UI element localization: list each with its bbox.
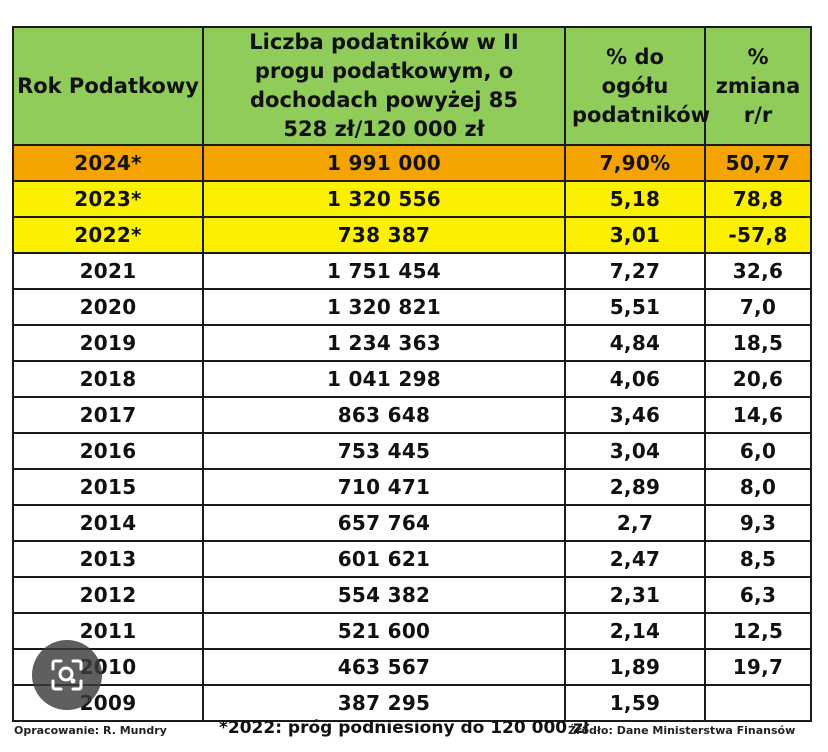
cell-change: 19,7 (704, 648, 812, 686)
footer: Opracowanie: R. Mundry *2022: próg podni… (14, 718, 814, 744)
cell-share: 4,84 (564, 324, 706, 362)
table-row: 2013 601 621 2,47 8,5 (12, 540, 812, 578)
cell-change: 7,0 (704, 288, 812, 326)
cell-share: 2,89 (564, 468, 706, 506)
cell-taxpayer-count: 1 751 454 (202, 252, 566, 290)
cell-year: 2024* (12, 144, 204, 182)
cell-taxpayer-count: 463 567 (202, 648, 566, 686)
footer-source: Źródło: Dane Ministerstwa Finansów (568, 724, 796, 737)
lens-search-icon[interactable] (32, 640, 102, 710)
cell-change: 14,6 (704, 396, 812, 434)
cell-share: 3,46 (564, 396, 706, 434)
table-row: 2010 463 567 1,89 19,7 (12, 648, 812, 686)
cell-year: 2023* (12, 180, 204, 218)
cell-change: 12,5 (704, 612, 812, 650)
cell-year: 2022* (12, 216, 204, 254)
cell-year: 2016 (12, 432, 204, 470)
cell-share: 3,04 (564, 432, 706, 470)
cell-share: 2,31 (564, 576, 706, 614)
header-year: Rok Podatkowy (12, 26, 204, 146)
cell-change: 20,6 (704, 360, 812, 398)
cell-change: 32,6 (704, 252, 812, 290)
cell-taxpayer-count: 863 648 (202, 396, 566, 434)
cell-year: 2021 (12, 252, 204, 290)
table-row: 2017 863 648 3,46 14,6 (12, 396, 812, 434)
table-row: 2020 1 320 821 5,51 7,0 (12, 288, 812, 326)
cell-taxpayer-count: 387 295 (202, 684, 566, 722)
cell-year: 2011 (12, 612, 204, 650)
table-row: 2014 657 764 2,7 9,3 (12, 504, 812, 542)
cell-change: 78,8 (704, 180, 812, 218)
cell-share: 1,89 (564, 648, 706, 686)
cell-share: 1,59 (564, 684, 706, 722)
cell-year: 2017 (12, 396, 204, 434)
table-row: 2021 1 751 454 7,27 32,6 (12, 252, 812, 290)
cell-taxpayer-count: 753 445 (202, 432, 566, 470)
cell-taxpayer-count: 1 234 363 (202, 324, 566, 362)
cell-year: 2013 (12, 540, 204, 578)
cell-share: 7,90% (564, 144, 706, 182)
cell-change: 8,0 (704, 468, 812, 506)
cell-year: 2015 (12, 468, 204, 506)
cell-share: 4,06 (564, 360, 706, 398)
footer-note: *2022: próg podniesiony do 120 000 zł (219, 718, 590, 738)
footer-author: Opracowanie: R. Mundry (14, 724, 167, 737)
cell-taxpayer-count: 1 041 298 (202, 360, 566, 398)
cell-change: 6,0 (704, 432, 812, 470)
table-row: 2018 1 041 298 4,06 20,6 (12, 360, 812, 398)
cell-change: 50,77 (704, 144, 812, 182)
cell-taxpayer-count: 710 471 (202, 468, 566, 506)
cell-year: 2012 (12, 576, 204, 614)
cell-change (704, 684, 812, 722)
cell-year: 2018 (12, 360, 204, 398)
table-row: 2015 710 471 2,89 8,0 (12, 468, 812, 506)
cell-taxpayer-count: 521 600 (202, 612, 566, 650)
cell-share: 5,18 (564, 180, 706, 218)
cell-change: 18,5 (704, 324, 812, 362)
cell-change: 8,5 (704, 540, 812, 578)
table-row: 2019 1 234 363 4,84 18,5 (12, 324, 812, 362)
cell-year: 2019 (12, 324, 204, 362)
table-row: 2012 554 382 2,31 6,3 (12, 576, 812, 614)
cell-taxpayer-count: 1 320 556 (202, 180, 566, 218)
table-header-row: Rok Podatkowy Liczba podatników w II pro… (12, 26, 812, 146)
header-share: % do ogółu podatników (564, 26, 710, 146)
cell-share: 7,27 (564, 252, 706, 290)
lens-icon (51, 659, 83, 691)
cell-share: 2,14 (564, 612, 706, 650)
table-body: 2024* 1 991 000 7,90% 50,77 2023* 1 320 556 5,… (12, 144, 812, 722)
taxpayers-table: Rok Podatkowy Liczba podatników w II pro… (12, 26, 812, 722)
cell-change: 6,3 (704, 576, 812, 614)
cell-taxpayer-count: 554 382 (202, 576, 566, 614)
table-row: 2024* 1 991 000 7,90% 50,77 (12, 144, 812, 182)
cell-change: -57,8 (704, 216, 812, 254)
header-change: % zmiana r/r (704, 26, 812, 146)
table-row: 2022* 738 387 3,01 -57,8 (12, 216, 812, 254)
table-row: 2016 753 445 3,04 6,0 (12, 432, 812, 470)
cell-taxpayer-count: 601 621 (202, 540, 566, 578)
cell-year: 2014 (12, 504, 204, 542)
table-row: 2011 521 600 2,14 12,5 (12, 612, 812, 650)
table-row: 2023* 1 320 556 5,18 78,8 (12, 180, 812, 218)
cell-taxpayer-count: 657 764 (202, 504, 566, 542)
cell-taxpayer-count: 1 991 000 (202, 144, 566, 182)
tax-table-container: Rok Podatkowy Liczba podatników w II pro… (12, 26, 816, 722)
cell-share: 2,7 (564, 504, 706, 542)
cell-year: 2020 (12, 288, 204, 326)
cell-share: 3,01 (564, 216, 706, 254)
cell-taxpayer-count: 1 320 821 (202, 288, 566, 326)
cell-share: 2,47 (564, 540, 706, 578)
cell-taxpayer-count: 738 387 (202, 216, 566, 254)
table-row: 2009 387 295 1,59 (12, 684, 812, 722)
cell-share: 5,51 (564, 288, 706, 326)
header-taxpayers: Liczba podatników w II progu podatkowym,… (202, 26, 566, 146)
cell-change: 9,3 (704, 504, 812, 542)
